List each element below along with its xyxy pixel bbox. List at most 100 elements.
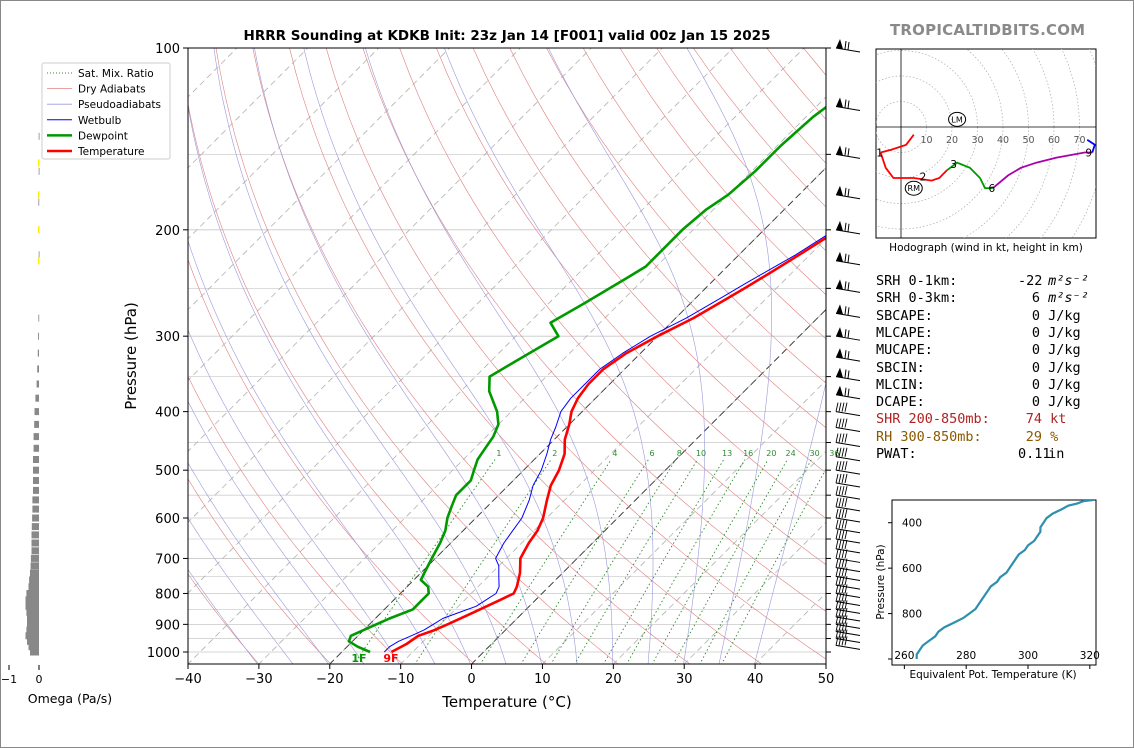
- y-tick-label: 800: [155, 587, 180, 602]
- wind-barb: [835, 97, 861, 112]
- wind-barb: [835, 251, 861, 266]
- stat-value: 6: [1031, 290, 1040, 307]
- skewt-frame: [187, 47, 827, 665]
- y-tick-label: 900: [155, 618, 180, 633]
- legend-label: Sat. Mix. Ratio: [78, 68, 154, 80]
- stat-value: 0: [1031, 307, 1040, 324]
- x-tick-label: 10: [534, 672, 551, 687]
- barb-feather: [838, 576, 842, 586]
- stat-label: DCAPE:: [876, 394, 925, 411]
- mixing-ratio-label: 24: [786, 449, 796, 458]
- omega-bar: [26, 608, 39, 616]
- barb-feather: [844, 508, 848, 519]
- x-tick-label: 40: [747, 672, 764, 687]
- isotherm-line: [188, 48, 734, 594]
- dry-adiabat-line: [472, 48, 826, 474]
- y-tick-label: 600: [155, 512, 180, 527]
- omega-bar: [37, 365, 39, 373]
- barb-feather: [838, 519, 842, 529]
- mixing-ratio-labels: 1 2 4 6 8 10 13 16 20 24 30 36: [496, 449, 839, 458]
- dry-adiabat-line: [362, 48, 826, 612]
- barb-feather: [844, 402, 848, 412]
- barb-staff: [835, 517, 861, 523]
- storm-motion-label: LM: [951, 115, 962, 124]
- storm-motion-label: RM: [908, 184, 921, 193]
- stat-value: 0: [1031, 342, 1040, 359]
- dry-adiabat-line: [325, 48, 826, 660]
- omega-bar: [32, 505, 39, 513]
- hodograph-segment: [946, 161, 993, 190]
- barb-feather: [835, 622, 839, 632]
- moist-adiabat-line: [188, 517, 294, 664]
- stat-label: SBCAPE:: [876, 307, 933, 324]
- barb-feather: [844, 600, 848, 610]
- stat-label: PWAT:: [876, 446, 917, 462]
- omega-bar: [38, 314, 40, 322]
- x-tick-label: 30: [676, 672, 693, 687]
- barb-feather: [835, 636, 839, 646]
- surface-temperature-label: 9F: [383, 652, 398, 665]
- barb-feather: [838, 607, 842, 618]
- barb-feather: [835, 549, 839, 559]
- wind-barb: [835, 418, 861, 433]
- isotherm-line: [400, 238, 826, 664]
- mixing-ratio-line: [574, 459, 698, 664]
- skewt-axes: −40 −30 −20 −10 0 10 20 30 40 50 100 200 300 400 500 60…: [147, 42, 834, 687]
- hodograph-segment: [992, 151, 1093, 189]
- moist-adiabat-line: [188, 329, 400, 664]
- mixing-ratio-label: 20: [766, 449, 776, 458]
- y-tick-label: 200: [155, 224, 180, 239]
- temperature-profile: [390, 236, 826, 654]
- legend-label: Temperature: [77, 146, 145, 158]
- barb-feather: [841, 418, 845, 428]
- barb-feather: [838, 529, 842, 540]
- wind-barb: [835, 185, 861, 200]
- omega-bar: [37, 349, 39, 357]
- stat-value: 0: [1031, 359, 1040, 376]
- barb-feather: [835, 539, 839, 549]
- hodograph-caption: Hodograph (wind in kt, height in km): [889, 242, 1083, 254]
- barb-feather: [841, 473, 845, 484]
- omega-bar: [33, 477, 39, 484]
- stat-label: MLCAPE:: [876, 324, 933, 341]
- chart-title: HRRR Sounding at KDKB Init: 23z Jan 14 […: [244, 28, 771, 44]
- moist-adiabat-line: [754, 381, 826, 664]
- omega-bar: [33, 444, 39, 452]
- barb-feather: [838, 558, 842, 568]
- moist-adiabat-line: [303, 48, 578, 664]
- barb-flag: [836, 220, 843, 231]
- omega-bar: [36, 380, 39, 388]
- hodograph-ring-label: 70: [1073, 135, 1085, 146]
- barb-staff: [835, 616, 861, 622]
- legend-label: Pseudoadiabats: [78, 99, 161, 111]
- stat-value: 29: [1025, 428, 1042, 445]
- skewt-background-lines: [188, 48, 826, 664]
- theta-e-line: [915, 500, 1094, 659]
- storm-motion-marker: [948, 111, 967, 127]
- omega-tick-label: −1: [1, 673, 17, 686]
- wind-barb: [835, 327, 861, 341]
- barb-feather: [835, 433, 839, 443]
- skewt-legend: Sat. Mix. Ratio Dry Adiabats Pseudoadiabat…: [41, 62, 171, 160]
- legend-label: Wetbulb: [78, 115, 122, 127]
- barb-feather: [838, 584, 842, 594]
- hodograph-trace: 1 2 3 6 9 LM RM: [876, 111, 1096, 196]
- wind-barb: [835, 220, 861, 235]
- mixing-ratio-line: [651, 459, 769, 664]
- barb-feather: [838, 636, 842, 646]
- mixing-ratio-line: [721, 468, 826, 664]
- wind-barb: [835, 486, 861, 500]
- barb-staff: [835, 576, 861, 582]
- x-tick-label: 50: [818, 672, 835, 687]
- omega-bar: [38, 251, 40, 259]
- mixing-ratio-label: 4: [612, 449, 617, 458]
- stat-unit: J/kg: [1040, 307, 1081, 324]
- dry-adiabat-line: [399, 48, 826, 565]
- stat-line: SBCIN: 0 J/kg: [876, 360, 1081, 377]
- omega-panel: 0−1−2: [1, 132, 43, 686]
- wind-barb: [835, 508, 861, 523]
- barb-staff: [835, 592, 861, 598]
- wind-barb: [835, 519, 861, 534]
- omega-bar: [34, 420, 39, 428]
- mixing-ratio-label: 8: [677, 449, 682, 458]
